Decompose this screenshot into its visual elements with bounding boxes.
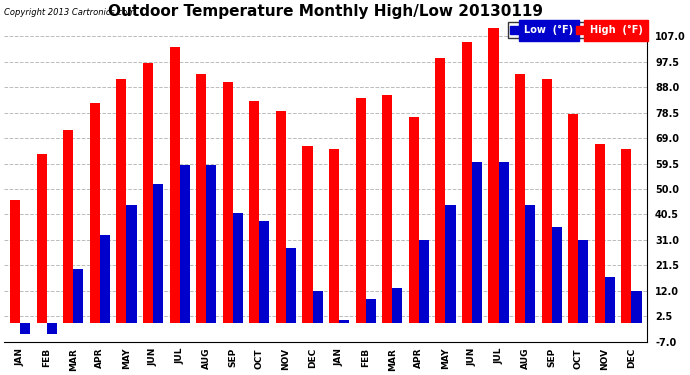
Bar bbox=[462, 42, 472, 323]
Bar bbox=[249, 100, 259, 323]
Bar bbox=[499, 162, 509, 323]
Bar bbox=[233, 213, 243, 323]
Bar bbox=[90, 104, 100, 323]
Bar bbox=[525, 205, 535, 323]
Bar bbox=[578, 240, 589, 323]
Bar bbox=[339, 320, 349, 323]
Bar bbox=[542, 79, 552, 323]
Bar bbox=[20, 323, 30, 334]
Bar bbox=[631, 291, 642, 323]
Bar bbox=[366, 299, 376, 323]
Bar bbox=[170, 47, 179, 323]
Bar bbox=[329, 149, 339, 323]
Bar bbox=[63, 130, 73, 323]
Bar bbox=[515, 74, 525, 323]
Bar bbox=[382, 95, 392, 323]
Bar bbox=[569, 114, 578, 323]
Bar bbox=[446, 205, 455, 323]
Bar bbox=[472, 162, 482, 323]
Bar bbox=[595, 144, 605, 323]
Bar bbox=[223, 82, 233, 323]
Text: Copyright 2013 Cartronics.com: Copyright 2013 Cartronics.com bbox=[4, 8, 135, 17]
Bar bbox=[196, 74, 206, 323]
Bar bbox=[408, 117, 419, 323]
Bar bbox=[153, 184, 163, 323]
Bar bbox=[605, 278, 615, 323]
Bar bbox=[313, 291, 323, 323]
Bar bbox=[276, 111, 286, 323]
Bar bbox=[259, 221, 270, 323]
Bar bbox=[489, 28, 499, 323]
Bar bbox=[37, 154, 47, 323]
Bar bbox=[302, 146, 313, 323]
Bar bbox=[622, 149, 631, 323]
Bar bbox=[126, 205, 137, 323]
Bar bbox=[435, 58, 446, 323]
Bar bbox=[286, 248, 296, 323]
Bar bbox=[392, 288, 402, 323]
Bar bbox=[143, 63, 153, 323]
Bar bbox=[552, 226, 562, 323]
Title: Outdoor Temperature Monthly High/Low 20130119: Outdoor Temperature Monthly High/Low 201… bbox=[108, 4, 543, 19]
Bar bbox=[73, 269, 83, 323]
Bar bbox=[100, 235, 110, 323]
Bar bbox=[179, 165, 190, 323]
Bar bbox=[47, 323, 57, 334]
Bar bbox=[10, 200, 20, 323]
Legend: Low  (°F), High  (°F): Low (°F), High (°F) bbox=[508, 22, 646, 38]
Bar bbox=[419, 240, 429, 323]
Bar bbox=[206, 165, 216, 323]
Bar bbox=[355, 98, 366, 323]
Bar bbox=[117, 79, 126, 323]
